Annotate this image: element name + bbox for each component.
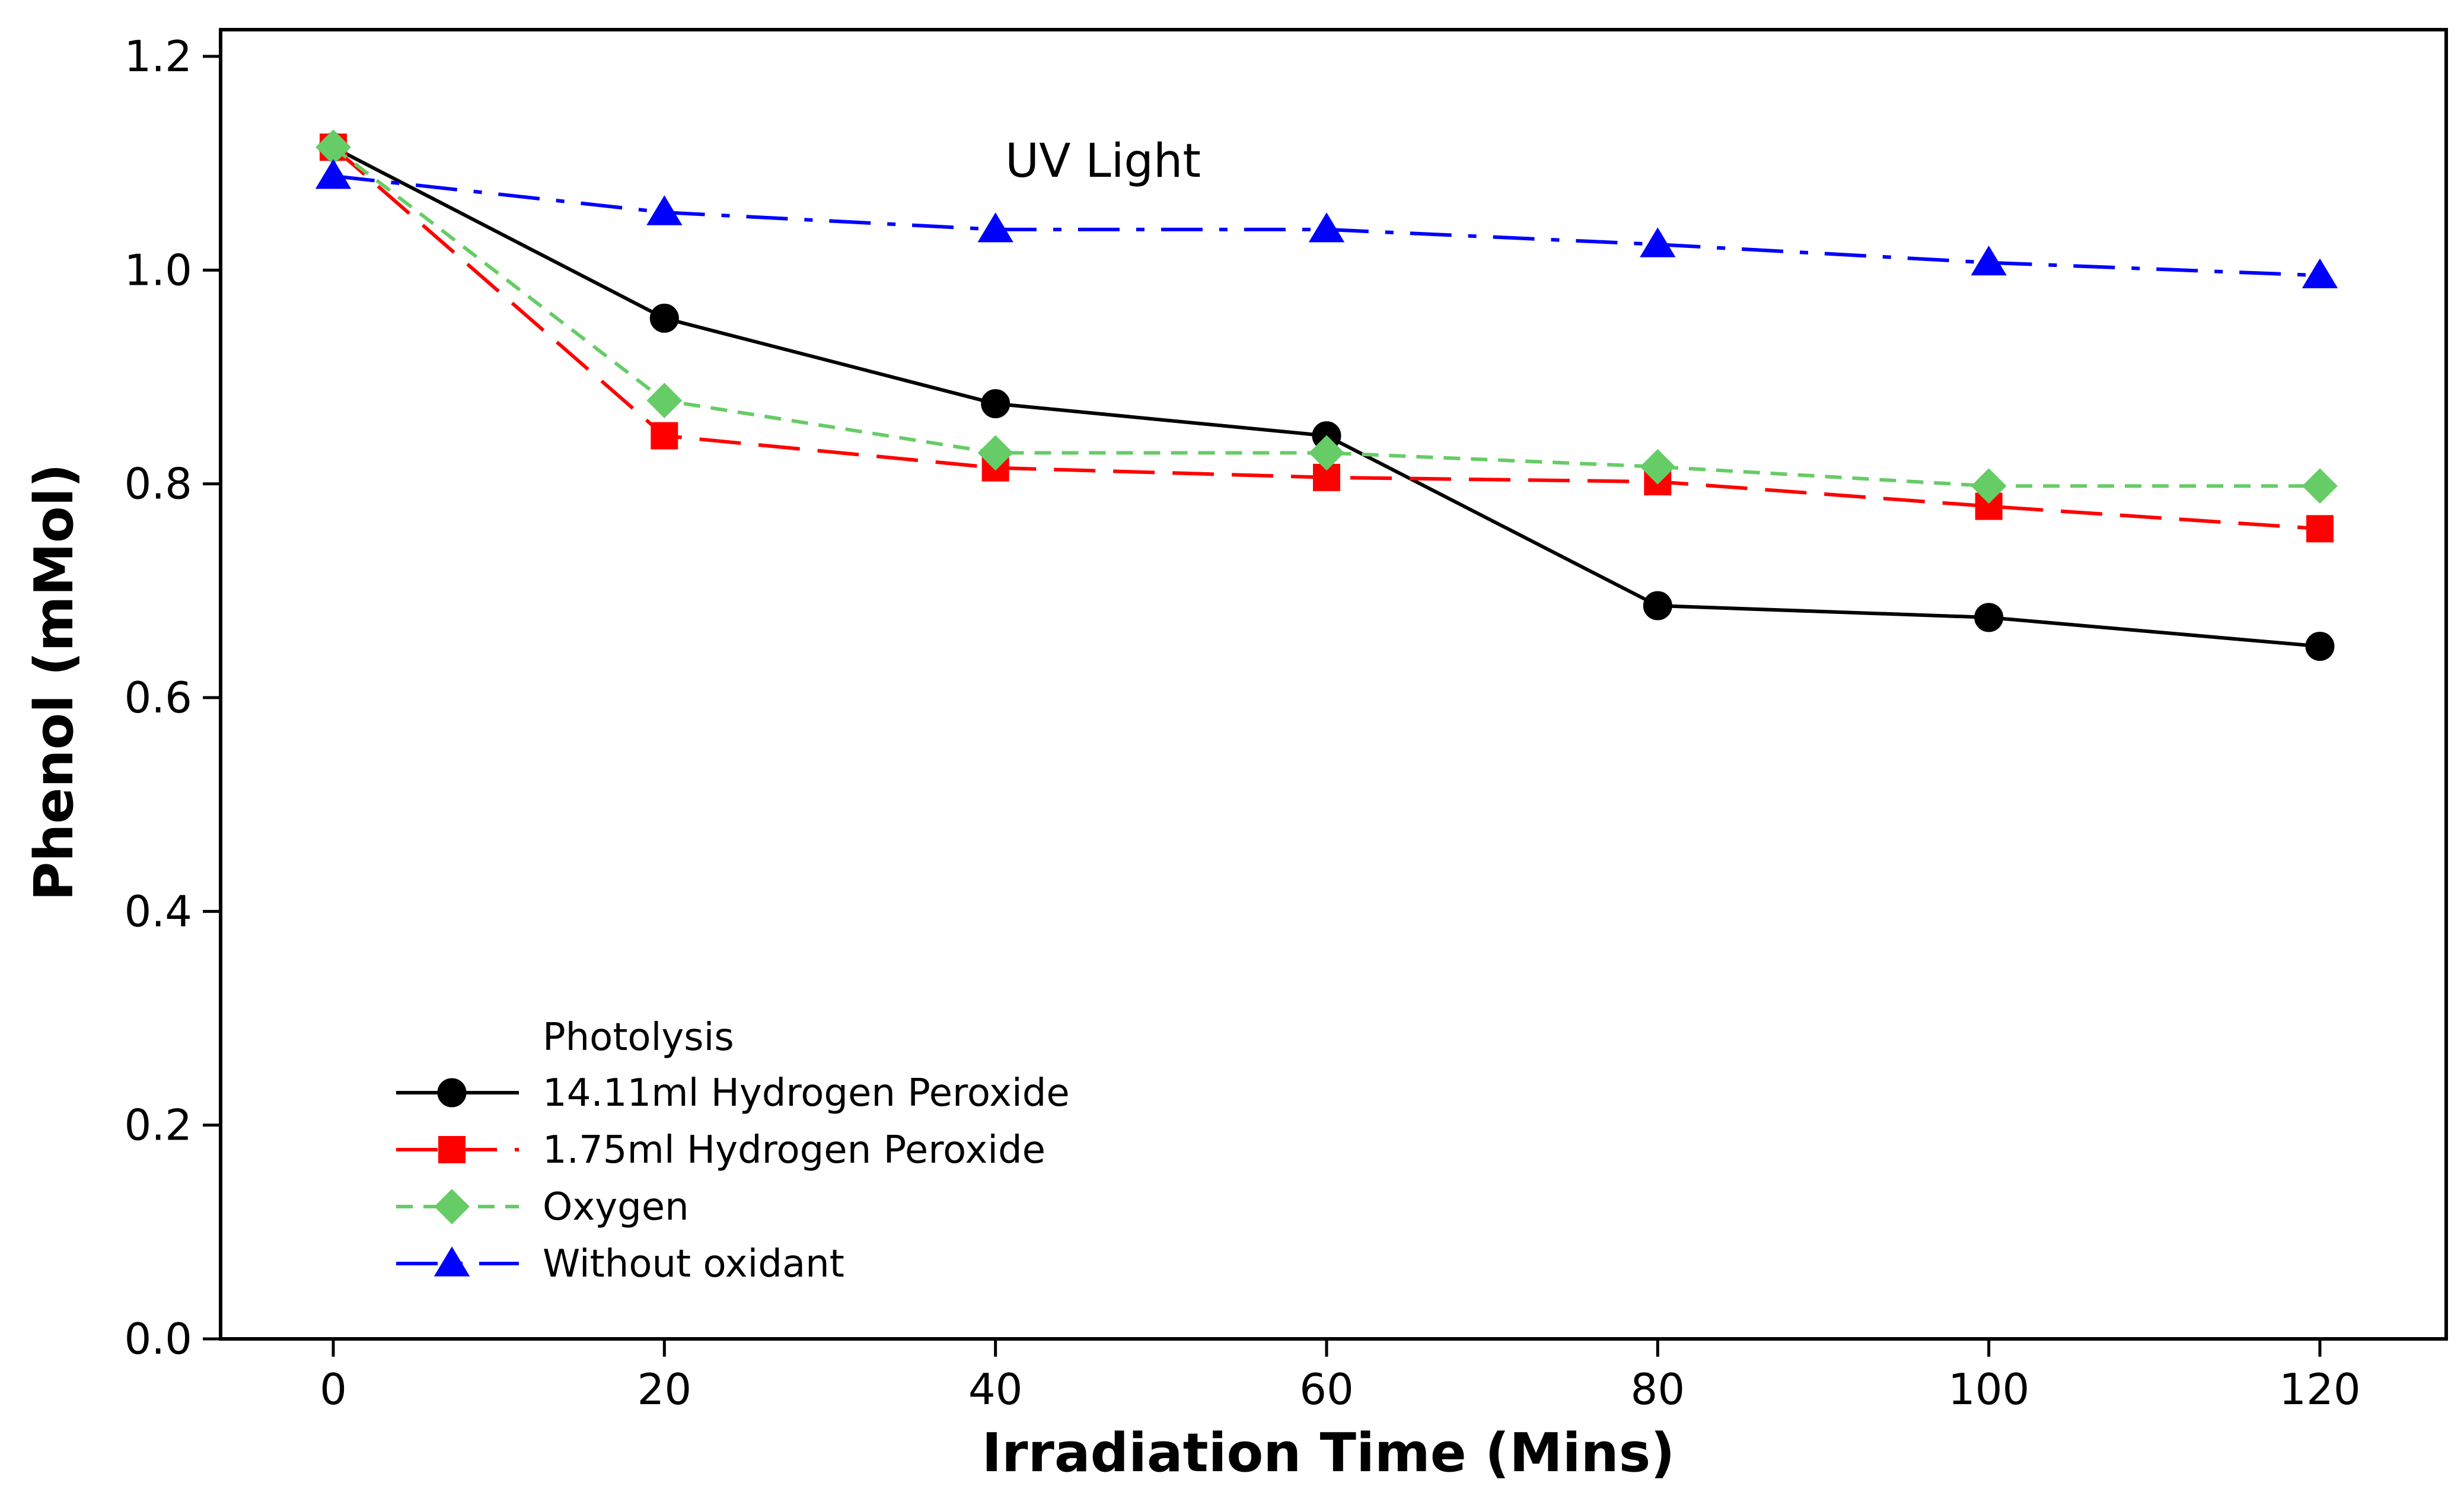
y-tick-label: 0.8 — [124, 459, 192, 509]
uv-light-annotation: UV Light — [1005, 135, 1201, 188]
data-point — [2306, 515, 2334, 543]
data-point — [315, 159, 352, 189]
legend-marker — [434, 1189, 470, 1224]
data-point — [977, 435, 1013, 471]
legend-entry-2: 1.75ml Hydrogen Peroxide — [396, 1128, 1045, 1172]
y-tick-label: 1.0 — [124, 245, 192, 295]
legend-entry-3: Oxygen — [396, 1185, 689, 1229]
data-point — [981, 389, 1011, 419]
data-point — [1309, 435, 1344, 471]
x-tick-label: 60 — [1299, 1364, 1354, 1414]
data-point — [2302, 258, 2338, 288]
data-point — [2305, 632, 2335, 661]
legend-title: Photolysis — [543, 1016, 734, 1059]
x-tick-label: 40 — [968, 1364, 1023, 1414]
data-point — [651, 422, 678, 450]
x-tick-label: 80 — [1631, 1364, 1685, 1414]
x-tick-label: 0 — [320, 1364, 347, 1414]
legend-marker — [433, 1246, 470, 1277]
x-tick-label: 120 — [2279, 1364, 2360, 1414]
legend-marker — [437, 1078, 467, 1108]
legend-label: 14.11ml Hydrogen Peroxide — [543, 1071, 1070, 1115]
legend: Photolysis 14.11ml Hydrogen Peroxide 1.75… — [396, 1016, 1070, 1286]
legend-entry-1: 14.11ml Hydrogen Peroxide — [396, 1071, 1070, 1115]
series-layer — [315, 129, 2338, 661]
y-axis-title: Phenol (mMol) — [23, 463, 85, 900]
data-point — [646, 195, 683, 225]
x-tick-label: 20 — [637, 1364, 692, 1414]
y-tick-label: 0.0 — [124, 1314, 192, 1364]
y-tick-label: 0.6 — [124, 673, 192, 723]
y-tick-label: 0.2 — [124, 1100, 192, 1150]
data-point — [2302, 468, 2338, 504]
legend-marker — [438, 1136, 466, 1163]
plot-frame — [219, 28, 2448, 1341]
y-tick-label: 1.2 — [124, 31, 192, 81]
data-point — [1640, 448, 1676, 485]
x-axis-title: Irradiation Time (Mins) — [982, 1422, 1675, 1484]
data-point — [1971, 468, 2007, 504]
y-tick-label: 0.4 — [124, 886, 192, 936]
data-point — [1643, 591, 1672, 621]
data-point — [977, 212, 1013, 243]
data-point — [1971, 245, 2007, 276]
data-point — [649, 303, 679, 333]
x-tick-label: 100 — [1948, 1364, 2029, 1414]
axis-ticks: 0.0 0.2 0.4 0.6 0.8 1.0 1.2 0 20 40 60 80 100 120 — [124, 31, 2360, 1414]
data-point — [315, 129, 351, 166]
legend-entry-4: Without oxidant — [396, 1242, 844, 1286]
legend-label: 1.75ml Hydrogen Peroxide — [543, 1128, 1045, 1172]
series-2 — [320, 133, 2334, 543]
data-point — [646, 383, 683, 419]
series-4 — [315, 159, 2338, 288]
data-point — [1974, 603, 2004, 632]
data-point — [1640, 227, 1676, 257]
series-3 — [315, 129, 2338, 504]
data-point — [1308, 212, 1345, 243]
legend-label: Oxygen — [543, 1185, 689, 1229]
legend-label: Without oxidant — [543, 1242, 844, 1286]
